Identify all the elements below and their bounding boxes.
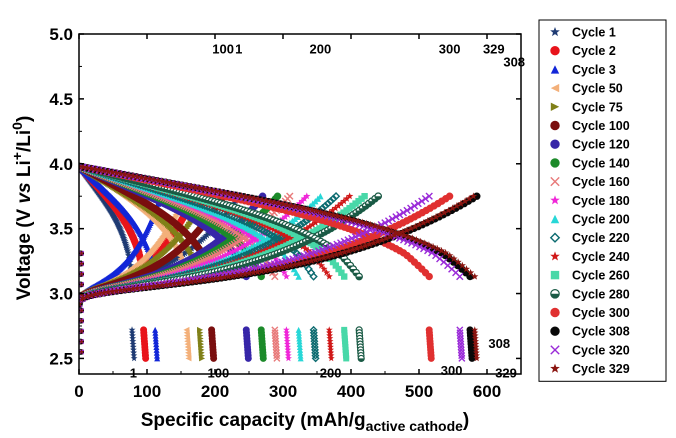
legend-label: Cycle 160 (572, 175, 630, 189)
legend-entry: Cycle 50 (550, 82, 623, 96)
legend-label: Cycle 75 (572, 100, 623, 114)
annotation-charge: 1 (235, 42, 242, 57)
legend-label: Cycle 300 (572, 306, 630, 320)
legend-entry: Cycle 3 (550, 63, 616, 77)
legend-entry: Cycle 240 (550, 250, 630, 264)
legend-label: Cycle 280 (572, 287, 630, 301)
x-tick-label: 100 (133, 382, 161, 401)
y-tick-label: 4.5 (49, 90, 73, 109)
y-axis: 2.5 3.0 3.5 4.0 4.5 5.0 (49, 25, 521, 368)
legend-label: Cycle 220 (572, 231, 630, 245)
y-tick-label: 4.0 (49, 155, 73, 174)
legend-label: Cycle 308 (572, 325, 630, 339)
annotation-charge: 308 (503, 55, 525, 70)
legend-entry: Cycle 160 (550, 175, 630, 189)
y-title-li: Li (14, 160, 35, 182)
legend-entry: Cycle 1 (550, 26, 616, 40)
y-title-end: ) (14, 116, 35, 122)
annotation-charge: 100 (212, 42, 234, 57)
legend-label: Cycle 120 (572, 138, 630, 152)
legend-entry: Cycle 320 (550, 343, 630, 357)
legend-label: Cycle 50 (572, 82, 623, 96)
annotation-discharge: 200 (320, 366, 342, 381)
annotation-charge: 329 (483, 42, 505, 57)
legend-label: Cycle 140 (572, 156, 630, 170)
x-axis-title: Specific capacity (mAh/gactive cathode) (141, 410, 470, 434)
annotation-discharge: 308 (488, 336, 510, 351)
annotation-charge: 200 (310, 42, 332, 57)
x-tick-label: 300 (269, 382, 297, 401)
x-tick-label: 600 (473, 382, 501, 401)
legend-label: Cycle 240 (572, 250, 630, 264)
plot-area (79, 162, 481, 363)
x-title-end: ) (463, 410, 469, 431)
x-axis: 0 100 200 300 400 500 600 (74, 34, 501, 401)
legend-label: Cycle 200 (572, 213, 630, 227)
y-axis-title: Voltage (V vs Li+/Li0) (9, 116, 35, 301)
x-tick-label: 500 (405, 382, 433, 401)
legend-label: Cycle 180 (572, 194, 630, 208)
annotation-charge: 300 (439, 42, 461, 57)
legend-entry: Cycle 120 (550, 138, 630, 152)
annotation-discharge: 300 (441, 363, 463, 378)
legend-entry: Cycle 2 (550, 44, 616, 58)
legend-entry: Cycle 100 (550, 119, 630, 133)
legend-entry: Cycle 308 (550, 325, 630, 339)
legend-entry: Cycle 140 (550, 156, 630, 170)
legend: Cycle 1 Cycle 2 Cycle 3 Cycle 50 Cycle 75 Cyc… (538, 19, 667, 382)
legend-entry: Cycle 260 (550, 269, 630, 283)
legend-label: Cycle 3 (572, 63, 616, 77)
legend-entry: Cycle 200 (550, 213, 630, 227)
x-tick-label: 200 (201, 382, 229, 401)
legend-entry: Cycle 180 (550, 194, 630, 208)
y-title-sup1: + (9, 152, 25, 160)
plot-frame (78, 33, 522, 375)
y-tick-label: 2.5 (49, 349, 73, 368)
y-tick-label: 3.5 (49, 220, 73, 239)
legend-label: Cycle 100 (572, 119, 630, 133)
y-tick-label: 3.0 (49, 285, 73, 304)
x-title-sub: active cathode (366, 418, 463, 434)
legend-label: Cycle 260 (572, 269, 630, 283)
legend-entry: Cycle 300 (550, 306, 630, 320)
legend-entry: Cycle 220 (549, 231, 630, 245)
x-title-main: Specific capacity (mAh/g (141, 410, 366, 431)
y-tick-label: 5.0 (49, 25, 73, 44)
y-title-vs: vs (14, 182, 35, 203)
x-tick-label: 0 (74, 382, 83, 401)
legend-label: Cycle 1 (572, 26, 616, 40)
legend-label: Cycle 320 (572, 343, 630, 357)
series-cycle-329 (79, 162, 481, 362)
legend-entry: Cycle 280 (550, 287, 630, 301)
annotation-discharge: 329 (495, 366, 517, 381)
legend-box (538, 19, 667, 382)
legend-label: Cycle 329 (572, 362, 630, 376)
legend-label: Cycle 2 (572, 44, 616, 58)
legend-entry: Cycle 75 (550, 100, 623, 114)
x-tick-label: 400 (337, 382, 365, 401)
y-title-sup2: 0 (9, 122, 25, 130)
annotation-discharge: 1 (130, 366, 137, 381)
annotation-discharge: 100 (208, 366, 230, 381)
y-title-main: Voltage (V (14, 204, 35, 301)
legend-entry: Cycle 329 (550, 362, 630, 376)
y-title-slash: /Li (14, 130, 35, 152)
